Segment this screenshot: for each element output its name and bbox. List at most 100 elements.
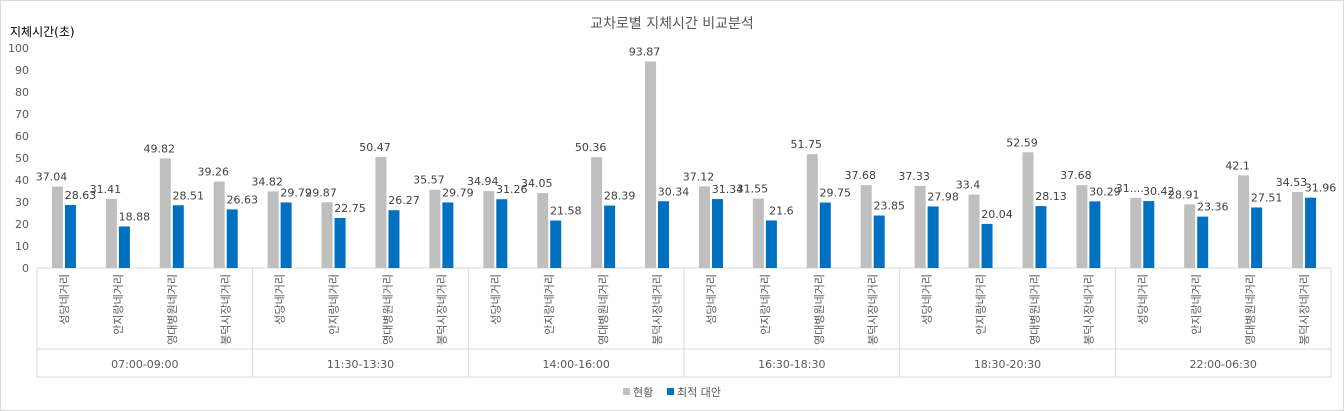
data-label-hyeonhwang: 29.87 (305, 186, 337, 199)
bar-hyeonhwang (321, 202, 333, 268)
data-label-choejeok-daean: 27.98 (927, 190, 959, 203)
bar-hyeonhwang (483, 191, 495, 268)
bar-hyeonhwang (752, 198, 764, 268)
y-tick-label: 20 (15, 218, 29, 231)
x-category-label: 영대병원네거리 (166, 274, 179, 345)
bar-hyeonhwang (806, 154, 818, 268)
y-tick-label: 10 (15, 240, 29, 253)
bar-hyeonhwang (698, 186, 710, 268)
legend-swatch-choejeok-daean (667, 388, 674, 395)
bar-hyeonhwang (375, 156, 387, 268)
y-tick-label: 80 (15, 86, 29, 99)
data-label-hyeonhwang: 37.12 (683, 170, 715, 183)
x-category-label: 봉덕시장네거리 (1082, 274, 1095, 345)
data-label-choejeok-daean: 23.85 (873, 200, 905, 213)
x-category-label: 영대병원네거리 (1028, 274, 1041, 345)
y-tick-label: 60 (15, 130, 29, 143)
y-tick-label: 90 (15, 64, 29, 77)
bar-choejeok-daean (1251, 207, 1263, 268)
bar-choejeok-daean (927, 206, 939, 268)
bar-choejeok-daean (1305, 197, 1317, 268)
bar-choejeok-daean (1089, 201, 1101, 268)
bar-choejeok-daean (64, 205, 76, 268)
x-group-label: 22:00-06:30 (1189, 358, 1256, 371)
bar-hyeonhwang (1130, 197, 1142, 268)
x-category-label: 안지랑네거리 (975, 274, 988, 335)
x-category-label: 성당네거리 (274, 274, 287, 325)
chart-title: 교차로별 지체시간 비교분석 (590, 16, 753, 32)
data-label-choejeok-daean: 30.29 (1089, 185, 1121, 198)
x-category-label: 봉덕시장네거리 (435, 274, 448, 345)
x-category-label: 봉덕시장네거리 (1298, 274, 1311, 345)
data-label-hyeonhwang: 34.53 (1276, 176, 1308, 189)
bar-choejeok-daean (172, 205, 184, 268)
bar-choejeok-daean (388, 210, 400, 268)
data-label-hyeonhwang: 37.68 (1060, 169, 1092, 182)
data-label-hyeonhwang: 34.94 (467, 175, 499, 188)
y-tick-label: 30 (15, 196, 29, 209)
bar-choejeok-daean (765, 220, 777, 268)
bar-hyeonhwang (1184, 204, 1196, 268)
x-category-label: 봉덕시장네거리 (651, 274, 664, 345)
data-label-choejeok-daean: 22.75 (334, 202, 366, 215)
data-label-hyeonhwang: 37.33 (898, 170, 930, 183)
data-label-hyeonhwang: 51.75 (791, 138, 823, 151)
legend-label-choejeok-daean: 최적 대안 (677, 386, 721, 399)
data-label-choejeok-daean: 18.88 (119, 210, 151, 223)
bar-hyeonhwang (1076, 185, 1088, 268)
data-label-choejeok-daean: 30.42 (1143, 185, 1175, 198)
x-category-label: 안지랑네거리 (1190, 274, 1203, 335)
bar-hyeonhwang (213, 181, 225, 268)
bar-choejeok-daean (1197, 216, 1209, 268)
data-label-hyeonhwang: 37.68 (844, 169, 876, 182)
bar-hyeonhwang (105, 198, 117, 268)
legend-swatch-hyeonhwang (623, 388, 630, 395)
x-category-label: 영대병원네거리 (597, 274, 610, 345)
data-label-choejeok-daean: 26.63 (226, 193, 258, 206)
bar-choejeok-daean (658, 201, 670, 268)
bar-choejeok-daean (226, 209, 238, 268)
bar-choejeok-daean (873, 215, 885, 268)
data-label-choejeok-daean: 26.27 (388, 194, 420, 207)
y-tick-label: 100 (8, 42, 29, 55)
data-label-choejeok-daean: 31.34 (712, 183, 744, 196)
bar-hyeonhwang (537, 193, 549, 268)
bar-hyeonhwang (429, 189, 441, 268)
data-label-hyeonhwang: 28.91 (1168, 188, 1200, 201)
data-label-choejeok-daean: 29.79 (280, 186, 312, 199)
bar-choejeok-daean (1035, 206, 1047, 268)
y-tick-label: 0 (22, 262, 29, 275)
x-group-label: 18:30-20:30 (974, 358, 1041, 371)
data-label-choejeok-daean: 29.79 (442, 186, 474, 199)
x-category-label: 성당네거리 (58, 274, 71, 325)
x-category-label: 봉덕시장네거리 (220, 274, 233, 345)
x-category-label: 성당네거리 (489, 274, 502, 325)
y-tick-label: 70 (15, 108, 29, 121)
bar-choejeok-daean (819, 202, 831, 268)
bar-hyeonhwang (645, 61, 657, 269)
x-category-label: 영대병원네거리 (1244, 274, 1257, 345)
data-label-choejeok-daean: 28.63 (65, 189, 97, 202)
bar-hyeonhwang (591, 157, 603, 268)
data-label-hyeonhwang: 35.57 (413, 174, 445, 187)
bar-choejeok-daean (550, 220, 562, 268)
bar-hyeonhwang (1238, 175, 1250, 268)
bar-hyeonhwang (914, 185, 926, 268)
data-label-choejeok-daean: 29.75 (820, 187, 852, 200)
bar-hyeonhwang (1292, 192, 1304, 268)
y-tick-label: 40 (15, 174, 29, 187)
data-label-choejeok-daean: 28.51 (173, 189, 205, 202)
data-label-hyeonhwang: 50.36 (575, 141, 607, 154)
data-label-hyeonhwang: 34.05 (521, 177, 553, 190)
data-label-hyeonhwang: 42.1 (1225, 159, 1250, 172)
data-label-hyeonhwang: 31.41 (90, 183, 122, 196)
data-label-choejeok-daean: 28.13 (1035, 190, 1067, 203)
bar-choejeok-daean (496, 199, 508, 268)
bar-hyeonhwang (860, 185, 872, 268)
data-label-hyeonhwang: 31.... (1116, 182, 1144, 195)
x-category-label: 성당네거리 (921, 274, 934, 325)
legend-label-hyeonhwang: 현황 (633, 386, 653, 399)
x-group-label: 11:30-13:30 (327, 358, 394, 371)
x-category-label: 안지랑네거리 (112, 274, 125, 335)
